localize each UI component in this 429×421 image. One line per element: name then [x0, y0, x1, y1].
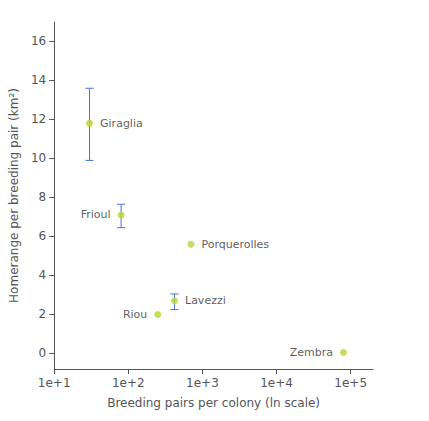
svg-text:Breeding pairs per colony (ln: Breeding pairs per colony (ln scale): [107, 396, 320, 410]
svg-text:14: 14: [31, 73, 46, 87]
svg-text:16: 16: [31, 34, 46, 48]
svg-text:1e+3: 1e+3: [186, 376, 219, 390]
svg-text:2: 2: [39, 307, 47, 321]
svg-text:1e+5: 1e+5: [334, 376, 367, 390]
svg-text:Giraglia: Giraglia: [100, 117, 143, 130]
svg-text:Lavezzi: Lavezzi: [185, 294, 226, 307]
svg-text:1e+4: 1e+4: [260, 376, 293, 390]
svg-text:1e+1: 1e+1: [38, 376, 71, 390]
svg-text:Zembra: Zembra: [290, 346, 333, 359]
svg-text:0: 0: [39, 346, 47, 360]
svg-text:Frioul: Frioul: [81, 208, 111, 221]
svg-text:Homerange per breeding pair (k: Homerange per breeding pair (km²): [7, 88, 21, 303]
svg-text:6: 6: [39, 229, 47, 243]
svg-text:Porquerolles: Porquerolles: [201, 238, 269, 251]
svg-text:Riou: Riou: [123, 308, 147, 321]
svg-text:4: 4: [39, 268, 47, 282]
svg-text:8: 8: [39, 190, 47, 204]
svg-text:12: 12: [31, 112, 46, 126]
svg-text:1e+2: 1e+2: [112, 376, 145, 390]
svg-text:10: 10: [31, 151, 46, 165]
